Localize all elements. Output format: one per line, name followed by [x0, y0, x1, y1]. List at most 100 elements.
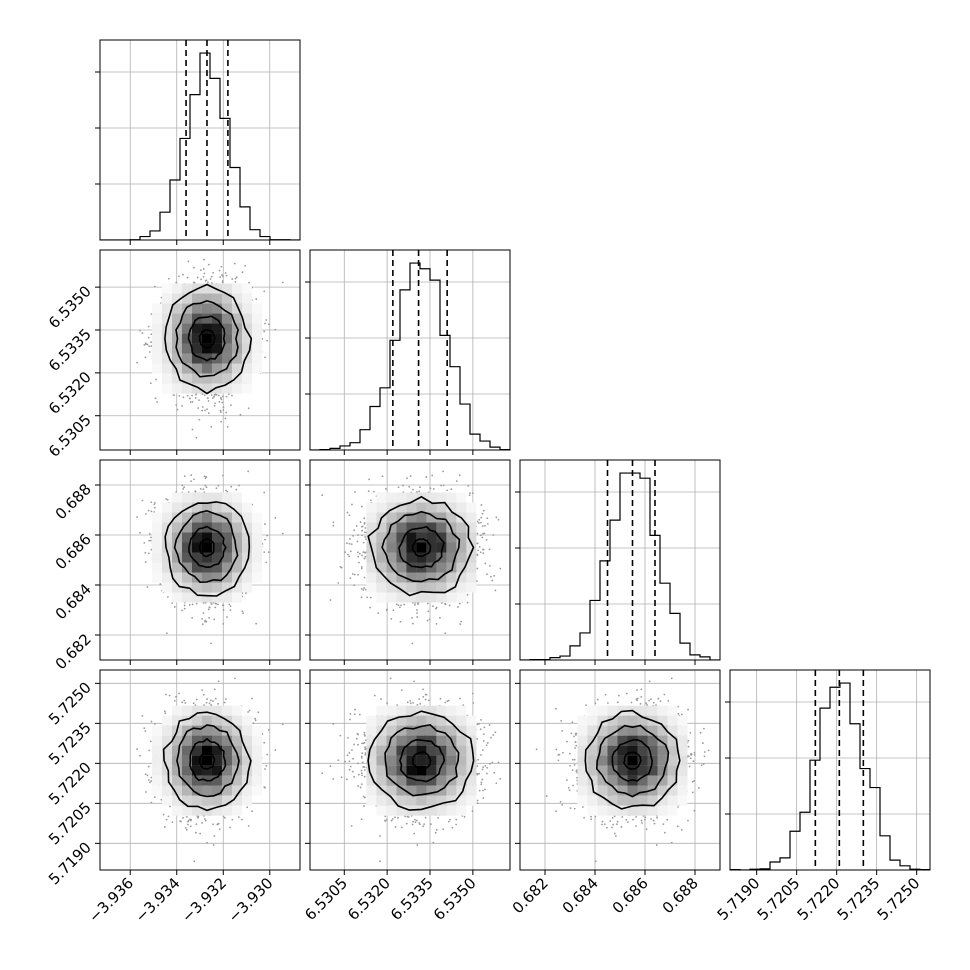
sample-point — [255, 622, 258, 625]
sample-point — [199, 269, 202, 271]
sample-point — [148, 345, 151, 348]
sample-point — [191, 616, 194, 619]
density-cell — [191, 383, 202, 394]
sample-point — [198, 418, 201, 421]
sample-point — [220, 265, 223, 268]
sample-point — [186, 394, 189, 397]
density-cell — [161, 313, 172, 324]
sample-point — [202, 488, 205, 491]
sample-point — [206, 408, 209, 411]
density-cell — [241, 333, 252, 344]
y-tick-label: 6.5305 — [45, 411, 95, 461]
density-cell — [181, 353, 192, 364]
density-cell — [221, 373, 232, 384]
sample-point — [150, 536, 152, 539]
contour-level-3 — [198, 328, 216, 350]
sample-point — [281, 532, 284, 535]
panel-1-1 — [305, 249, 511, 455]
sample-point — [218, 269, 221, 272]
sample-point — [220, 396, 222, 399]
density-cell — [201, 293, 212, 304]
sample-point — [234, 280, 237, 283]
sample-point — [210, 275, 213, 278]
sample-point — [215, 487, 218, 490]
sample-point — [166, 596, 169, 598]
sample-point — [281, 281, 284, 284]
sample-point — [204, 484, 207, 487]
density-cell — [171, 303, 182, 314]
sample-point — [203, 258, 205, 261]
density-cell — [241, 353, 252, 364]
sample-point — [204, 279, 207, 282]
sample-point — [136, 361, 138, 364]
sample-point — [153, 285, 156, 288]
sample-point — [220, 420, 223, 423]
sample-point — [173, 606, 176, 608]
sample-point — [222, 406, 225, 409]
density-cell — [211, 313, 222, 324]
density-cell — [241, 343, 252, 354]
sample-point — [211, 397, 214, 400]
sample-point — [182, 273, 184, 276]
sample-point — [187, 260, 190, 263]
sample-point — [143, 542, 146, 544]
density-cell — [201, 383, 212, 394]
sample-point — [144, 356, 147, 359]
sample-point — [221, 280, 224, 282]
sample-point — [171, 602, 174, 604]
sample-point — [191, 401, 194, 403]
sample-point — [214, 402, 216, 405]
sample-point — [212, 271, 214, 274]
density-cell — [161, 363, 172, 374]
sample-point — [238, 484, 240, 487]
sample-point — [143, 343, 146, 346]
sample-point — [178, 275, 180, 278]
sample-point — [167, 277, 170, 280]
density-cell — [201, 283, 212, 294]
sample-point — [194, 397, 197, 399]
sample-point — [264, 523, 266, 525]
density-cell — [181, 373, 192, 384]
y-tick-label: 6.5350 — [45, 282, 95, 332]
density-cell — [251, 323, 262, 334]
sample-point — [222, 609, 225, 611]
sample-point — [235, 276, 238, 279]
sample-point — [147, 336, 150, 339]
density-cell — [231, 303, 242, 314]
sample-point — [175, 404, 178, 406]
density-cell — [151, 353, 162, 364]
sample-point — [191, 394, 193, 397]
sample-point — [224, 417, 227, 420]
density-cell — [161, 323, 172, 334]
sample-point — [214, 602, 217, 605]
sample-point — [202, 268, 205, 270]
sample-point — [197, 407, 200, 409]
density-cell — [211, 353, 222, 364]
sample-point — [221, 281, 224, 284]
density-cell — [241, 303, 252, 314]
sample-point — [267, 323, 270, 326]
density-cell — [251, 343, 262, 354]
density-cell — [181, 333, 192, 344]
density-cell — [221, 293, 232, 304]
density-cell — [161, 303, 172, 314]
density-cell — [231, 383, 242, 394]
density-cell — [151, 343, 162, 354]
sample-point — [211, 282, 213, 284]
density-cell — [211, 373, 222, 384]
panel-frame — [99, 39, 301, 241]
density-cell — [181, 363, 192, 374]
density-cell — [241, 293, 252, 304]
density-cell — [181, 293, 192, 304]
sample-point — [219, 276, 222, 278]
sample-point — [150, 333, 153, 336]
sample-point — [264, 356, 266, 359]
sample-point — [213, 395, 215, 398]
sample-point — [192, 266, 195, 269]
sample-point — [183, 475, 186, 477]
sample-point — [178, 394, 181, 397]
sample-point — [206, 397, 209, 400]
density-cell — [231, 373, 242, 384]
sample-point — [183, 604, 186, 607]
